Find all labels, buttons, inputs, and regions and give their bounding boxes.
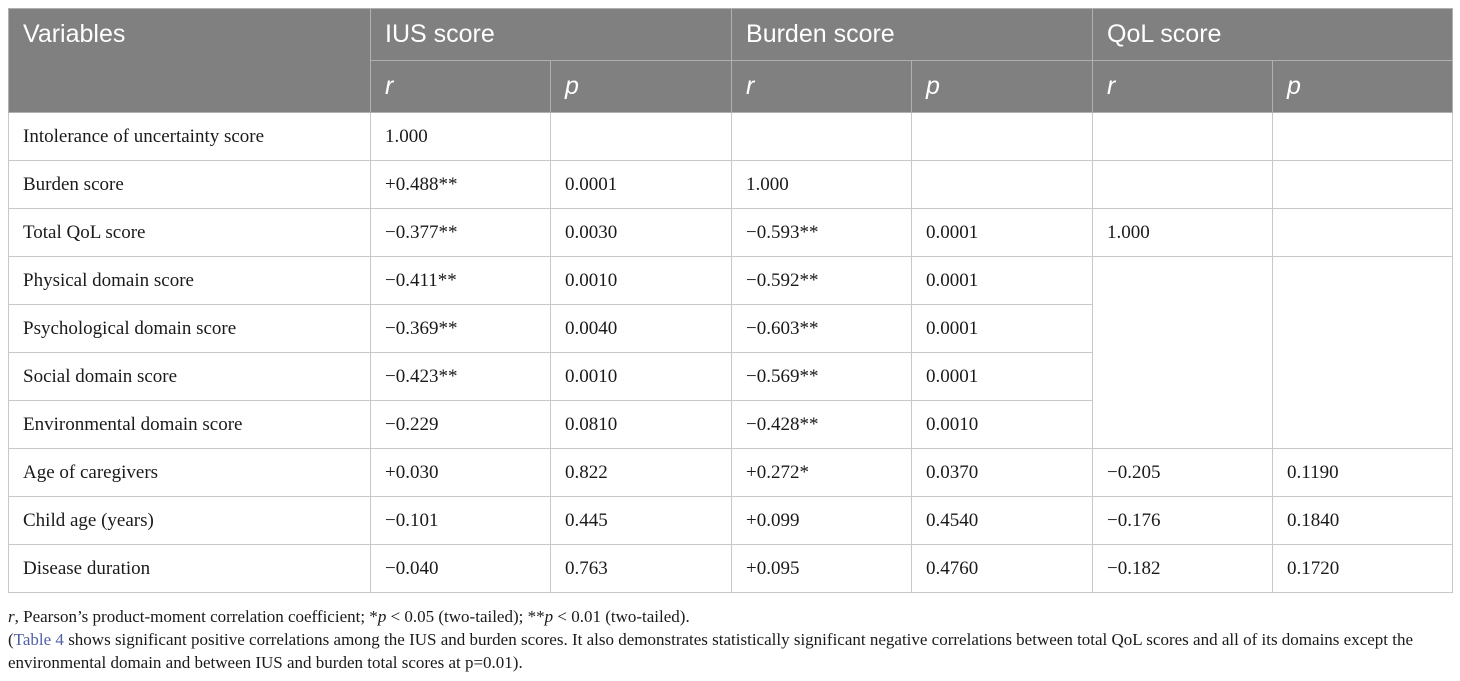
p-symbol-1: p <box>377 607 387 626</box>
row-label: Social domain score <box>8 352 371 401</box>
table-row: Environmental domain score −0.229 0.0810… <box>8 400 1453 449</box>
cell-burden-r: 1.000 <box>731 160 913 209</box>
table-row: Total QoL score −0.377** 0.0030 −0.593**… <box>8 208 1454 257</box>
cell-burden-r: +0.272* <box>731 448 913 497</box>
cell-ius-p: 0.0010 <box>549 256 733 305</box>
cell-qol-r-empty-block <box>1092 256 1274 449</box>
cell-burden-r: +0.099 <box>731 496 913 545</box>
cell-ius-p: 0.763 <box>549 544 733 593</box>
row-label: Age of caregivers <box>8 448 371 497</box>
cell-qol-p-empty-block <box>1272 256 1454 449</box>
cell-burden-r: −0.592** <box>731 256 913 305</box>
header-qol-r: r <box>1092 60 1274 113</box>
p-threshold-2: < 0.01 (two-tailed). <box>553 607 690 626</box>
header-qol-score: QoL score <box>1092 8 1454 61</box>
note-text: shows significant positive correlations … <box>8 630 1414 672</box>
cell-ius-p: 0.0810 <box>549 400 733 449</box>
table-row: Psychological domain score −0.369** 0.00… <box>8 304 1453 353</box>
r-definition: , Pearson’s product-moment correlation c… <box>14 607 378 626</box>
table-footnote: r, Pearson’s product-moment correlation … <box>8 605 1458 674</box>
table-row: Disease duration −0.040 0.763 +0.095 0.4… <box>8 544 1454 593</box>
row-label: Physical domain score <box>8 256 371 305</box>
header-qol-p: p <box>1272 60 1454 113</box>
cell-burden-p: 0.4540 <box>911 496 1094 545</box>
row-label: Psychological domain score <box>8 304 371 353</box>
header-variables: Variables <box>8 8 371 113</box>
cell-ius-r: −0.411** <box>370 256 551 305</box>
footnote-note: (Table 4 shows significant positive corr… <box>8 628 1458 674</box>
cell-qol-p <box>1272 112 1454 161</box>
cell-qol-r <box>1092 160 1274 209</box>
header-row-groups: Variables IUS score Burden score QoL sco… <box>8 8 1454 113</box>
cell-burden-p: 0.0001 <box>911 352 1094 401</box>
cell-burden-r: −0.603** <box>731 304 913 353</box>
cell-qol-r: −0.176 <box>1092 496 1274 545</box>
cell-ius-r: 1.000 <box>370 112 551 161</box>
cell-ius-r: −0.229 <box>370 400 551 449</box>
cell-burden-r: +0.095 <box>731 544 913 593</box>
table-row: Physical domain score −0.411** 0.0010 −0… <box>8 256 1454 449</box>
cell-ius-r: −0.040 <box>370 544 551 593</box>
cell-ius-p: 0.0030 <box>549 208 733 257</box>
header-row-stats: r p r p r p <box>9 60 1454 113</box>
header-ius-r: r <box>370 60 551 113</box>
row-label: Burden score <box>8 160 371 209</box>
cell-burden-p: 0.0001 <box>911 208 1094 257</box>
correlation-table: Variables IUS score Burden score QoL sco… <box>8 8 1454 593</box>
p-threshold-1: < 0.05 (two-tailed); ** <box>386 607 545 626</box>
header-burden-p: p <box>911 60 1094 113</box>
cell-qol-r <box>1092 112 1274 161</box>
cell-burden-p: 0.0001 <box>911 256 1094 305</box>
cell-ius-p: 0.0001 <box>549 160 733 209</box>
cell-ius-p: 0.822 <box>549 448 733 497</box>
cell-burden-r: −0.569** <box>731 352 913 401</box>
footnote-definitions: r, Pearson’s product-moment correlation … <box>8 605 1458 628</box>
cell-ius-p: 0.0040 <box>549 304 733 353</box>
table-4-link[interactable]: Table 4 <box>13 630 64 649</box>
row-label: Disease duration <box>8 544 371 593</box>
table-row: Child age (years) −0.101 0.445 +0.099 0.… <box>8 496 1454 545</box>
cell-burden-p: 0.4760 <box>911 544 1094 593</box>
table-row: Burden score +0.488** 0.0001 1.000 <box>8 160 1454 209</box>
row-label: Child age (years) <box>8 496 371 545</box>
cell-ius-p <box>549 112 733 161</box>
cell-ius-r: +0.030 <box>370 448 551 497</box>
cell-ius-r: −0.101 <box>370 496 551 545</box>
table-row: Age of caregivers +0.030 0.822 +0.272* 0… <box>8 448 1454 497</box>
cell-burden-p: 0.0010 <box>911 400 1094 449</box>
table-row: Intolerance of uncertainty score 1.000 <box>8 112 1454 161</box>
cell-qol-r: −0.205 <box>1092 448 1274 497</box>
cell-qol-p: 0.1720 <box>1272 544 1454 593</box>
table-row: Social domain score −0.423** 0.0010 −0.5… <box>8 352 1453 401</box>
cell-burden-p <box>911 112 1094 161</box>
row-label: Environmental domain score <box>8 400 371 449</box>
cell-qol-r: −0.182 <box>1092 544 1274 593</box>
p-symbol-2: p <box>544 607 554 626</box>
cell-burden-r: −0.428** <box>731 400 913 449</box>
header-ius-p: p <box>549 60 733 113</box>
row-label: Intolerance of uncertainty score <box>8 112 371 161</box>
header-burden-r: r <box>731 60 913 113</box>
header-burden-score: Burden score <box>731 8 1094 61</box>
cell-ius-r: +0.488** <box>370 160 551 209</box>
cell-burden-r: −0.593** <box>731 208 913 257</box>
cell-ius-r: −0.377** <box>370 208 551 257</box>
cell-burden-p: 0.0001 <box>911 304 1094 353</box>
cell-burden-r <box>731 112 913 161</box>
header-ius-score: IUS score <box>369 8 733 61</box>
cell-qol-p: 0.1840 <box>1272 496 1454 545</box>
cell-qol-p <box>1272 208 1454 257</box>
cell-ius-p: 0.445 <box>549 496 733 545</box>
cell-qol-p <box>1272 160 1454 209</box>
cell-burden-p <box>911 160 1094 209</box>
r-symbol: r <box>8 607 15 626</box>
cell-ius-p: 0.0010 <box>549 352 733 401</box>
row-label: Total QoL score <box>8 208 371 257</box>
cell-qol-p: 0.1190 <box>1272 448 1454 497</box>
cell-ius-r: −0.369** <box>370 304 551 353</box>
cell-burden-p: 0.0370 <box>911 448 1094 497</box>
cell-qol-r: 1.000 <box>1092 208 1274 257</box>
cell-ius-r: −0.423** <box>370 352 551 401</box>
note-open-paren: ( <box>8 630 14 649</box>
